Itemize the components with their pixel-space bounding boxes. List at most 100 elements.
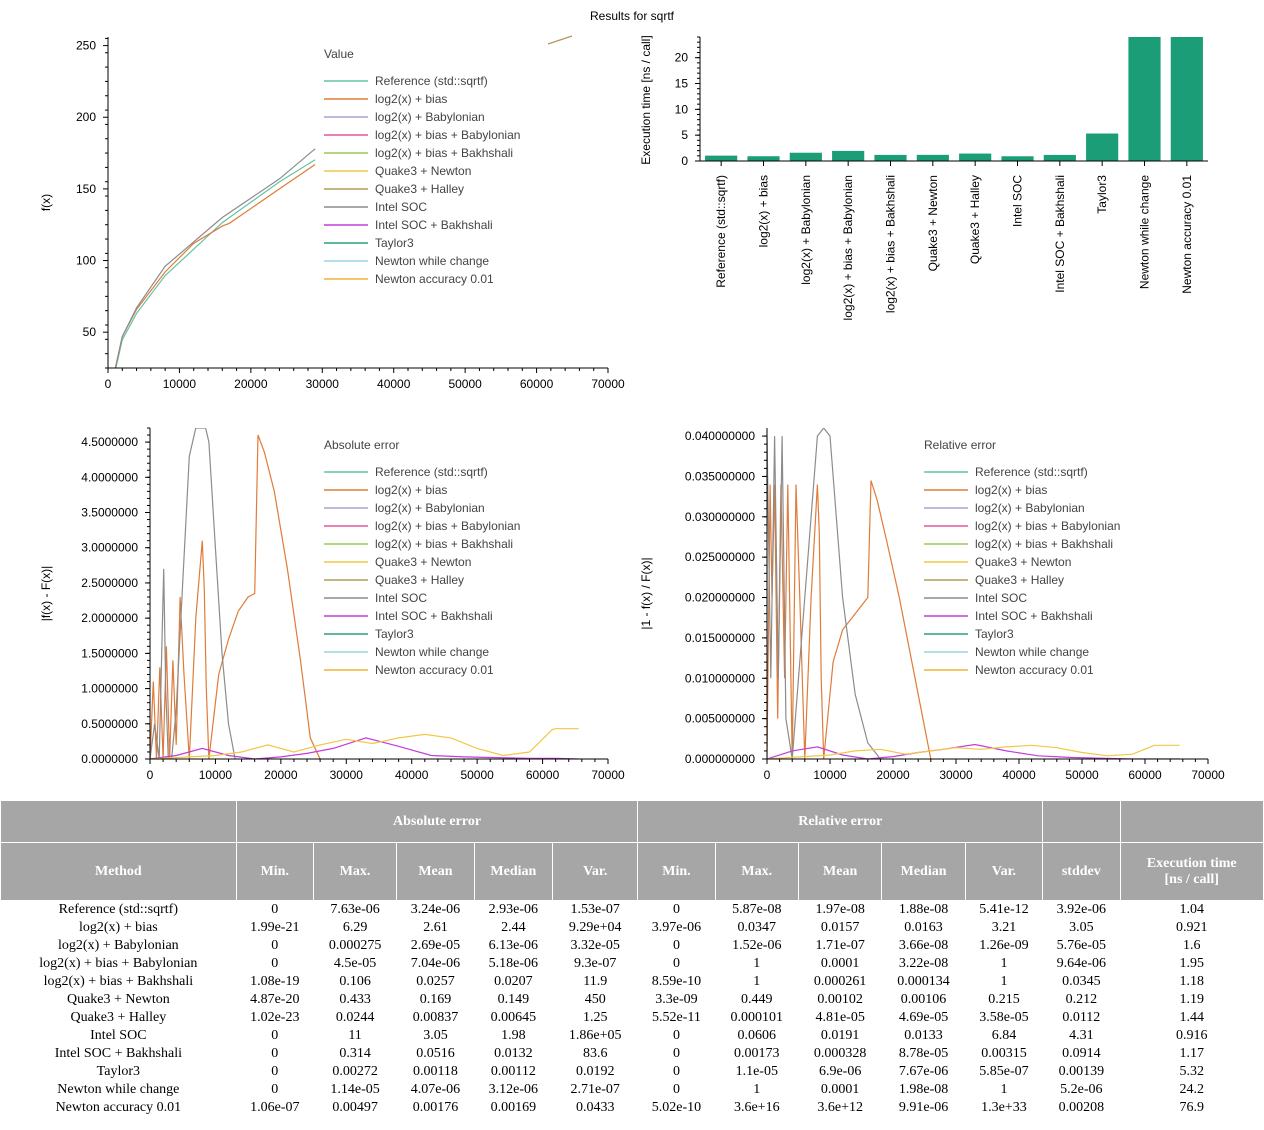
- table-cell: 0.215: [988, 992, 1020, 1007]
- legend-label: Reference (std::sqrtf): [375, 465, 488, 479]
- table-column-header: Method: [0, 842, 237, 901]
- table-cell: 0.149: [497, 992, 530, 1007]
- table-cell: 0: [672, 1064, 680, 1079]
- table-cell: 0.00139: [1058, 1064, 1105, 1079]
- x-tick-label: Quake3 + Halley: [968, 175, 982, 264]
- table-cell: 5.76e-05: [1056, 938, 1106, 953]
- legend-label: Newton accuracy 0.01: [975, 663, 1094, 677]
- x-tick-label: Newton accuracy 0.01: [1180, 175, 1194, 294]
- table-cell: Quake3 + Newton: [66, 992, 170, 1007]
- y-tick-label: 150: [76, 182, 96, 196]
- table-cell: 4.69e-05: [898, 1010, 949, 1025]
- x-tick-label: 50000: [448, 377, 482, 391]
- table-cell: 0: [672, 1082, 680, 1097]
- table-cell: 0.449: [741, 992, 773, 1007]
- legend-label: Quake3 + Halley: [375, 573, 464, 587]
- table-cell: 7.04e-06: [410, 956, 461, 971]
- legend-label: Newton while change: [375, 254, 489, 268]
- table-cell: 1: [753, 956, 761, 971]
- y-tick-label: 4.0000000: [81, 470, 138, 484]
- table-cell: 0.212: [1065, 992, 1098, 1007]
- table-cell: 0.00118: [412, 1064, 458, 1079]
- table-cell: 2.61: [423, 920, 448, 935]
- x-tick-label: 30000: [939, 768, 973, 782]
- table-cell: 8.59e-10: [651, 974, 702, 989]
- table-cell: 0.0001: [820, 956, 860, 971]
- series-line: [150, 428, 236, 759]
- table-row: log2(x) + bias + Babylonian 0 4.5e-05 7.04e…: [1, 955, 1264, 973]
- page-title: Results for sqrtf: [589, 9, 675, 23]
- legend-label: log2(x) + bias: [375, 92, 447, 106]
- table-cell: 0.00112: [490, 1064, 536, 1079]
- x-tick-label: 10000: [163, 377, 197, 391]
- x-tick-label: 30000: [330, 768, 364, 782]
- legend-label: Quake3 + Newton: [375, 164, 471, 178]
- legend-label: Intel SOC: [375, 200, 427, 214]
- legend-title: Value: [324, 47, 354, 61]
- table-cell: 2.44: [501, 920, 526, 935]
- x-tick-label: 40000: [1002, 768, 1036, 782]
- table-column-header: Var.: [552, 842, 639, 901]
- table-cell: 2.93e-06: [488, 902, 539, 917]
- y-tick-label: 0.005000000: [685, 712, 755, 726]
- table-cell: 0: [271, 1046, 279, 1061]
- table-column-header: Mean: [797, 842, 883, 901]
- table-cell: 1.02e-23: [250, 1010, 300, 1025]
- y-tick-label: 2.0000000: [81, 611, 138, 625]
- bar: [747, 156, 780, 161]
- table-cell: 76.9: [1179, 1100, 1205, 1115]
- table-cell: 7.67e-06: [898, 1064, 949, 1079]
- x-tick-label: 20000: [264, 768, 298, 782]
- table-cell: 0.169: [419, 992, 452, 1007]
- chart-exec-time: Reference (std::sqrtf) log2(x) + bias log2…: [639, 35, 1208, 320]
- table-cell: 4.87e-20: [250, 992, 300, 1007]
- table-row: Intel SOC + Bakhshali 0 0.314 0.0516 0.0132 8…: [1, 1045, 1264, 1063]
- bar: [705, 155, 738, 161]
- table-row: Quake3 + Halley 1.02e-23 0.0244 0.00837 0.00…: [1, 1009, 1264, 1027]
- table-cell: 9.3e-07: [574, 956, 617, 971]
- table-cell: 0.0163: [904, 920, 943, 935]
- legend-label: log2(x) + Babylonian: [375, 501, 485, 515]
- table-cell: 1: [1000, 1082, 1008, 1097]
- bar: [1086, 133, 1119, 161]
- x-tick-label: 0: [105, 377, 112, 391]
- legend-label: Quake3 + Newton: [975, 555, 1071, 569]
- table-header-blank: [1119, 800, 1264, 843]
- x-tick-label: 0: [764, 768, 771, 782]
- y-tick-label: 0.010000000: [685, 671, 755, 685]
- x-tick-label: Taylor3: [1095, 175, 1109, 214]
- y-tick-label: 0.030000000: [685, 510, 755, 524]
- table-cell: log2(x) + Babylonian: [58, 938, 179, 953]
- x-tick-label: Quake3 + Newton: [926, 175, 940, 271]
- legend-label: Intel SOC + Bakhshali: [375, 218, 493, 232]
- table-cell: Intel SOC: [90, 1028, 147, 1043]
- table-cell: 3.66e-08: [898, 938, 949, 953]
- table-cell: 5.52e-11: [652, 1010, 701, 1025]
- bar: [959, 153, 992, 161]
- table-cell: 5.2e-06: [1060, 1082, 1103, 1097]
- series-line: [767, 428, 881, 759]
- table-column-header: Min.: [235, 842, 314, 901]
- table-cell: Newton accuracy 0.01: [55, 1100, 182, 1115]
- table-cell: 3.21: [991, 920, 1017, 935]
- table-cell: log2(x) + bias + Bakhshali: [43, 974, 194, 989]
- table-cell: 4.5e-05: [333, 956, 377, 971]
- table-column-header: Min.: [637, 842, 716, 901]
- table-cell: 0.00645: [490, 1010, 537, 1025]
- x-tick-label: log2(x) + bias + Bakhshali: [884, 175, 898, 313]
- table-cell: Reference (std::sqrtf): [58, 902, 179, 917]
- table-cell: 0.00176: [412, 1100, 459, 1115]
- table-cell: 3.6e+12: [817, 1100, 863, 1115]
- y-tick-label: 0.000000000: [685, 752, 755, 766]
- x-tick-label: 60000: [1128, 768, 1162, 782]
- table-column-header: stddev: [1042, 842, 1121, 901]
- x-tick-label: 70000: [591, 768, 625, 782]
- table-cell: 9.64e-06: [1056, 956, 1106, 971]
- table-cell: 450: [584, 992, 606, 1007]
- legend-label: Intel SOC: [375, 591, 427, 605]
- table-column-header: Median: [881, 842, 966, 901]
- legend-label: log2(x) + Babylonian: [975, 501, 1085, 515]
- table-cell: 0: [271, 956, 279, 971]
- table-cell: 0.0207: [494, 974, 533, 989]
- table-cell: 4.07e-06: [410, 1082, 461, 1097]
